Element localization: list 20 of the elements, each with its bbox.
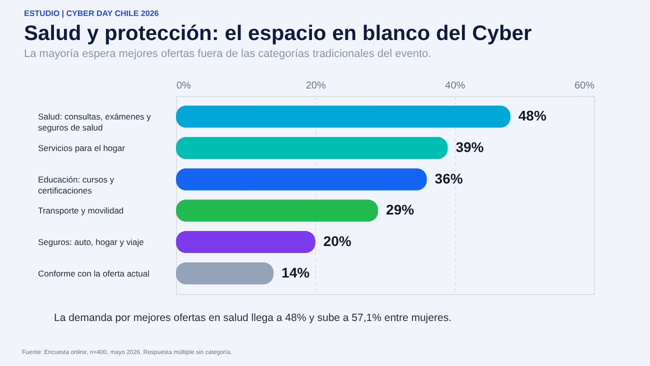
y-tick-label: Conforme con la oferta actual bbox=[38, 268, 150, 278]
chart-title: Salud y protección: el espacio en blanco del Cyber bbox=[24, 22, 532, 45]
x-tick-label: 20% bbox=[306, 80, 326, 92]
data-label: 14% bbox=[282, 264, 310, 280]
x-tick-label: 40% bbox=[445, 80, 466, 92]
text: ESTUDIO | CYBER DAY CHILE 2026 bbox=[24, 9, 160, 18]
y-tick-label: Salud: consultas, exámenes y seguros de salud bbox=[38, 112, 152, 133]
data-label: 36% bbox=[434, 170, 464, 186]
data-label: 39% bbox=[456, 139, 484, 155]
x-tick-label: 60% bbox=[574, 80, 595, 92]
text: La demanda por mejores ofertas en salud llega a 48% y sube a 57,1% entre mujeres. bbox=[54, 312, 452, 324]
x-tick-label: 0% bbox=[176, 80, 192, 92]
data-label: 20% bbox=[323, 233, 352, 249]
y-tick-label: Transporte y movilidad bbox=[38, 206, 124, 216]
data-label: 48% bbox=[518, 108, 547, 124]
y-tick-label: Servicios para el hogar bbox=[38, 143, 126, 153]
data-label: 29% bbox=[386, 202, 415, 218]
chart-subtitle: La mayoría espera mejores ofertas fuera de las categorías tradicionales del evento. bbox=[24, 48, 432, 60]
y-tick-label: Seguros: auto, hogar y viaje bbox=[38, 237, 144, 247]
y-tick-label: Educación: cursos y certificaciones bbox=[38, 174, 115, 196]
